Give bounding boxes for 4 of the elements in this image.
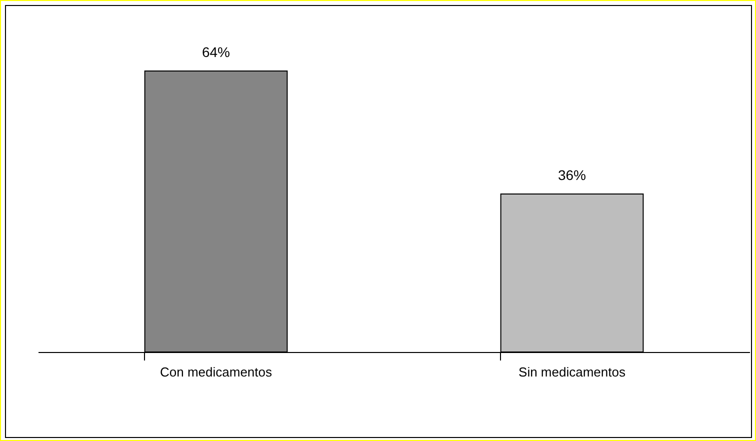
- data-label: 64%: [202, 44, 230, 60]
- data-label: 36%: [558, 166, 586, 183]
- x-tick-label: Con medicamentos: [160, 364, 272, 380]
- x-tick-label: Sin medicamentos: [518, 364, 626, 380]
